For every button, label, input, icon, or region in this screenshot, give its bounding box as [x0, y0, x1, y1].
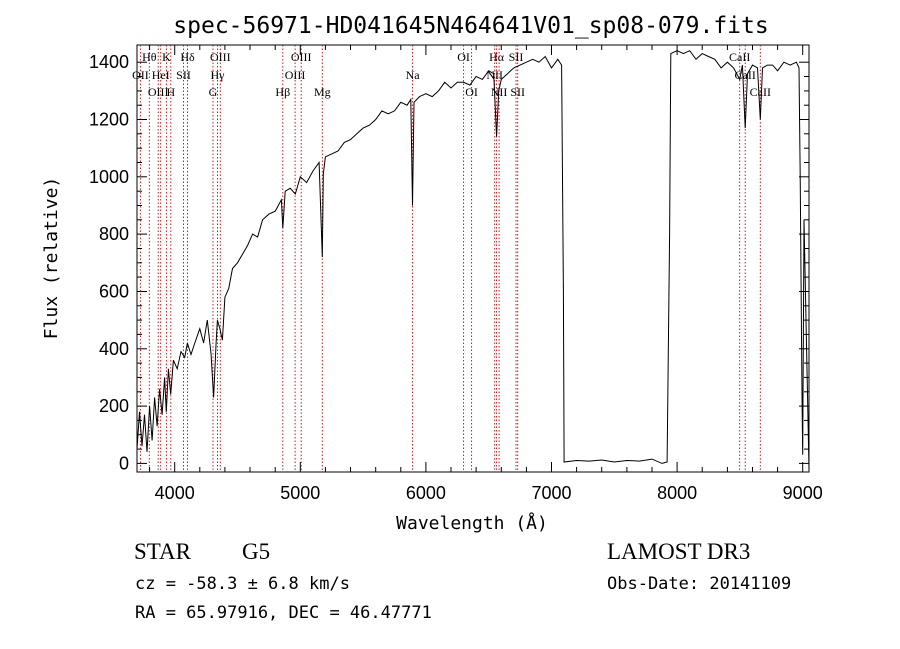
x-axis-label: Wavelength (Å) [396, 512, 548, 534]
line-marker-label: K [162, 50, 171, 64]
line-marker-label: OI [465, 85, 478, 99]
spectral-subclass: G5 [242, 539, 271, 564]
line-marker-label: Mg [314, 85, 331, 99]
axes: 4000 5000 6000 7000 8000 9000 0 200 400 600 800 100… [89, 45, 823, 503]
line-marker-label: SII [510, 85, 525, 99]
line-marker-label: OIII [210, 50, 231, 64]
y-tick-label: 200 [99, 396, 129, 416]
line-marker-label: OII [132, 68, 149, 82]
y-tick-label: 1400 [89, 52, 129, 72]
y-tick-label: 600 [99, 282, 129, 302]
x-tick-label: 4000 [155, 483, 195, 503]
object-type: STAR [134, 539, 191, 564]
line-marker-label: Hγ [211, 68, 226, 82]
line-marker-label: OIII [148, 85, 169, 99]
x-tick-label: 7000 [531, 483, 571, 503]
plot-frame [136, 44, 810, 473]
line-marker-label: NII [486, 68, 503, 82]
line-marker-label: Hα [489, 50, 505, 64]
chart-title: spec-56971-HD041645N464641V01_sp08-079.f… [173, 13, 768, 39]
line-marker-label: Hδ [180, 50, 195, 64]
x-tick-label: 5000 [280, 483, 320, 503]
y-tick-label: 1200 [89, 110, 129, 130]
line-marker-label: HeI [152, 68, 170, 82]
line-marker-label: OIII [291, 50, 312, 64]
line-marker-label: SII [509, 50, 524, 64]
x-tick-label: 9000 [783, 483, 823, 503]
redshift-velocity: cz = -58.3 ± 6.8 km/s [135, 574, 350, 594]
line-markers [139, 45, 761, 472]
observation-date: Obs-Date: 20141109 [607, 574, 792, 594]
spectrum-line [136, 50, 810, 470]
y-tick-label: 1000 [89, 167, 129, 187]
y-tick-label: 0 [119, 453, 129, 473]
x-tick-label: 6000 [406, 483, 446, 503]
survey-name: LAMOST DR3 [607, 539, 751, 564]
line-marker-label: H [166, 85, 175, 99]
coordinates: RA = 65.97916, DEC = 46.47771 [135, 603, 432, 623]
y-tick-label: 400 [99, 339, 129, 359]
y-tick-label: 800 [99, 224, 129, 244]
x-tick-label: 8000 [657, 483, 697, 503]
line-marker-label: CaII [729, 50, 750, 64]
line-marker-label: OIII [285, 68, 306, 82]
line-marker-label: SII [176, 68, 191, 82]
line-marker-label: OI [457, 50, 470, 64]
line-marker-label: Hβ [275, 85, 290, 99]
line-marker-label: G [209, 85, 218, 99]
line-marker-label: CaII [750, 85, 771, 99]
line-marker-label: Hθ [142, 50, 157, 64]
y-axis-label: Flux (relative) [41, 177, 62, 340]
line-marker-label: Na [406, 68, 421, 82]
